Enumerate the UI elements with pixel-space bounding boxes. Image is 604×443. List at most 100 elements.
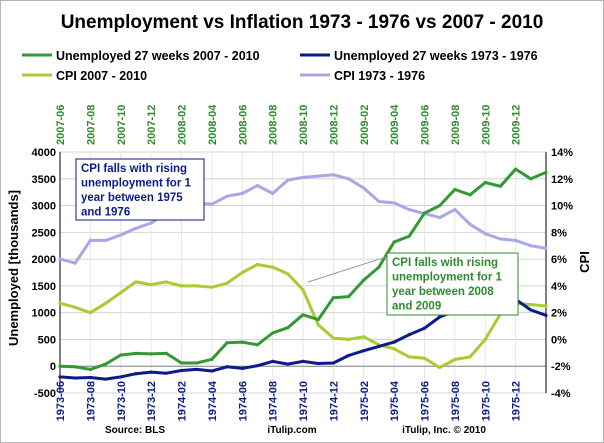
series-point-cpi-2007 xyxy=(301,288,305,292)
series-point-cpi-1973 xyxy=(438,216,442,220)
series-point-cpi-1973 xyxy=(286,178,290,182)
y-right-tick-label: 6% xyxy=(551,254,567,266)
x-bottom-tick-label: 1975-06 xyxy=(420,381,432,421)
series-point-cpi-2007 xyxy=(271,265,275,269)
series-point-unemp-2007 xyxy=(438,203,442,208)
x-bottom-tick-label: 1974-12 xyxy=(328,381,340,421)
y-left-tick-label: -500 xyxy=(34,388,56,400)
series-point-unemp-2007 xyxy=(179,361,184,365)
x-top-tick-label: 2007-08 xyxy=(85,105,97,145)
annotation-text-1975: and 1976 xyxy=(81,207,130,219)
y-left-tick-label: 0 xyxy=(50,361,56,373)
x-bottom-tick-label: 1973-10 xyxy=(116,381,128,421)
series-point-cpi-1973 xyxy=(453,207,457,212)
series-point-cpi-1973 xyxy=(255,183,260,188)
series-point-unemp-2007 xyxy=(422,211,427,215)
series-point-cpi-1973 xyxy=(331,173,335,177)
series-point-cpi-1973 xyxy=(362,186,366,190)
series-point-unemp-2007 xyxy=(58,364,62,368)
y-right-tick-label: 0% xyxy=(551,334,567,346)
x-bottom-tick-label: 1975-12 xyxy=(511,381,523,421)
series-point-unemp-2007 xyxy=(149,352,153,356)
series-point-cpi-1973 xyxy=(377,199,381,204)
x-top-tick-label: 2007-10 xyxy=(116,105,128,145)
series-point-unemp-1973 xyxy=(529,308,533,312)
series-point-cpi-2007 xyxy=(195,284,199,288)
series-point-unemp-2007 xyxy=(103,362,108,366)
series-point-unemp-1973 xyxy=(377,344,381,349)
series-point-cpi-1973 xyxy=(240,191,244,196)
series-point-cpi-1973 xyxy=(346,177,351,181)
series-point-cpi-2007 xyxy=(103,301,108,305)
footer-copyright: iTulip, Inc. © 2010 xyxy=(402,425,486,436)
series-point-unemp-1973 xyxy=(331,361,335,365)
series-point-unemp-2007 xyxy=(468,193,472,197)
series-point-unemp-2007 xyxy=(377,265,381,269)
x-top-tick-label: 2007-12 xyxy=(146,105,158,145)
axes: -500 0 500 1000 1500 2000 2500 3000 3500 4000 -4% -… xyxy=(32,104,574,422)
chart-title: Unemployment vs Inflation 1973 - 1976 vs… xyxy=(61,12,544,33)
x-top-tick-label: 2009-02 xyxy=(359,105,371,145)
series-point-cpi-2007 xyxy=(286,272,290,276)
series-point-unemp-1973 xyxy=(210,369,214,373)
x-bottom-tick-label: 1973-12 xyxy=(146,381,158,421)
series-point-cpi-2007 xyxy=(544,304,548,308)
x-top-tick-label: 2009-10 xyxy=(480,105,492,145)
series-point-unemp-2007 xyxy=(164,351,168,355)
series-point-unemp-1973 xyxy=(392,340,396,344)
series-point-cpi-2007 xyxy=(316,323,320,327)
x-top-tick-label: 2008-06 xyxy=(237,105,249,145)
y-left-tick-label: 1500 xyxy=(32,281,56,293)
x-bottom-tick-label: 1974-04 xyxy=(207,380,219,421)
x-bottom-tick-label: 1975-10 xyxy=(480,381,492,421)
series-point-cpi-2007 xyxy=(407,355,411,359)
y-left-tick-label: 4000 xyxy=(32,147,56,159)
series-point-unemp-2007 xyxy=(346,295,351,299)
series-point-unemp-1973 xyxy=(544,313,548,317)
series-point-cpi-2007 xyxy=(468,355,472,359)
legend-label-cpi-1973: CPI 1973 - 1976 xyxy=(334,69,425,83)
annotation-text-1975: unemployment for 1 xyxy=(81,178,192,190)
annotation-box-1975 xyxy=(75,158,205,221)
series-point-cpi-2007 xyxy=(453,357,457,362)
x-top-tick-label: 2009-08 xyxy=(450,105,462,145)
annotation-leader-2009 xyxy=(307,256,387,283)
series-point-cpi-2007 xyxy=(392,347,396,351)
y-left-tick-label: 3000 xyxy=(32,201,56,213)
y-left-tick-label: 2000 xyxy=(32,254,56,266)
x-bottom-tick-label: 1974-10 xyxy=(298,381,310,421)
series-point-cpi-2007 xyxy=(119,290,123,295)
y-right-tick-label: 14% xyxy=(551,147,573,159)
y-left-tick-label: 1000 xyxy=(32,308,56,320)
series-point-unemp-1973 xyxy=(103,377,108,381)
series-point-cpi-1973 xyxy=(392,201,396,205)
x-bottom-tick-label: 1974-08 xyxy=(268,381,280,421)
series-point-unemp-1973 xyxy=(407,333,411,337)
x-bottom-tick-label: 1975-04 xyxy=(389,380,401,421)
series-point-unemp-2007 xyxy=(210,357,214,361)
x-top-tick-label: 2007-06 xyxy=(55,105,67,145)
series-point-unemp-2007 xyxy=(331,296,335,300)
y-left-tick-label: 3500 xyxy=(32,174,56,186)
series-point-cpi-1973 xyxy=(58,257,62,261)
series-point-unemp-2007 xyxy=(225,341,229,345)
series-point-unemp-1973 xyxy=(438,315,442,319)
series-point-unemp-1973 xyxy=(422,326,427,330)
series-point-cpi-1973 xyxy=(73,261,77,265)
series-point-cpi-2007 xyxy=(483,337,487,342)
y-axis-right-label: CPI xyxy=(577,251,592,273)
series-point-unemp-2007 xyxy=(498,184,503,188)
series-point-unemp-2007 xyxy=(119,353,123,357)
series-point-cpi-2007 xyxy=(331,336,335,340)
x-top-tick-label: 2009-12 xyxy=(511,105,523,145)
series-point-unemp-2007 xyxy=(407,234,411,238)
annotation-box-2009 xyxy=(386,252,519,316)
series-point-unemp-1973 xyxy=(255,364,260,368)
series-point-unemp-1973 xyxy=(286,362,290,366)
x-bottom-tick-label: 1974-02 xyxy=(177,381,189,421)
series-point-cpi-2007 xyxy=(88,311,92,315)
series-point-cpi-1973 xyxy=(483,232,487,236)
x-top-tick-label: 2008-04 xyxy=(207,104,219,145)
y-right-tick-label: -4% xyxy=(551,388,571,400)
